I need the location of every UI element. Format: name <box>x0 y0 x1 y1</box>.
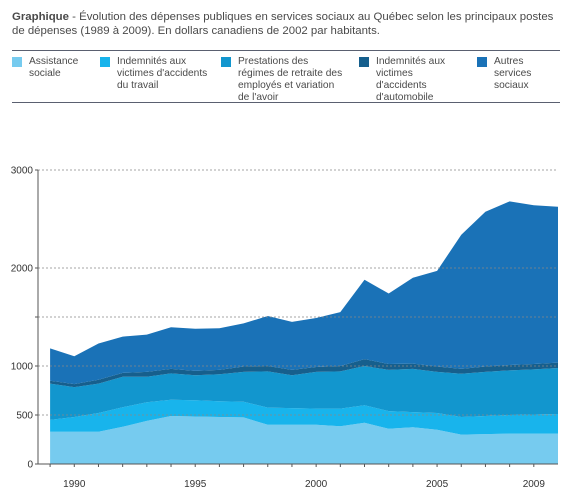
chart-caption: Graphique - Évolution des dépenses publi… <box>12 10 560 38</box>
legend-label: Indemnités aux victimes d'accidents d'au… <box>376 56 446 103</box>
area-series-0 <box>50 416 558 464</box>
gridlines <box>38 169 558 416</box>
legend-item-indem-travail: Indemnités aux victimes d'accidents du t… <box>100 56 209 104</box>
legend-swatch <box>359 57 369 67</box>
legend-divider <box>12 102 560 103</box>
legend-swatch <box>221 57 231 67</box>
y-tick-label: 500 <box>16 411 33 422</box>
x-tick-label: 1995 <box>184 479 207 490</box>
caption-text: - Évolution des dépenses publiques en se… <box>12 11 554 37</box>
x-tick-label: 2000 <box>305 479 328 490</box>
y-tick-label: 3000 <box>11 166 34 177</box>
top-divider <box>12 50 560 51</box>
legend-item-indem-auto: Indemnités aux victimes d'accidents d'au… <box>359 56 465 104</box>
area-series-1 <box>50 399 558 435</box>
x-tick-label: 1990 <box>63 479 86 490</box>
axes: 0 500 1000 2000 3000 1990 1995 2000 2005 2009 <box>11 166 558 490</box>
y-tick-label: 0 <box>27 460 33 471</box>
legend-label: Indemnités aux victimes d'accidents du t… <box>117 56 208 91</box>
legend-label: Autres services sociaux <box>494 56 532 91</box>
legend: Assistance sociale Indemnités aux victim… <box>12 56 560 104</box>
area-series-4 <box>50 201 558 385</box>
legend-item-assistance: Assistance sociale <box>12 56 88 104</box>
legend-swatch <box>477 57 487 67</box>
legend-label: Prestations des régimes de retraite des … <box>238 56 343 103</box>
legend-item-retraite: Prestations des régimes de retraite des … <box>221 56 347 104</box>
y-tick-label: 1000 <box>11 362 34 373</box>
x-tick-label: 2009 <box>523 479 546 490</box>
legend-swatch <box>100 57 110 67</box>
caption-lead: Graphique <box>12 11 69 23</box>
y-tick-label: 2000 <box>11 264 34 275</box>
legend-label: Assistance sociale <box>29 56 79 79</box>
legend-item-autres: Autres services sociaux <box>477 56 557 104</box>
area-layers <box>50 201 558 464</box>
area-series-2 <box>50 366 558 420</box>
legend-swatch <box>12 57 22 67</box>
x-tick-label: 2005 <box>426 479 449 490</box>
